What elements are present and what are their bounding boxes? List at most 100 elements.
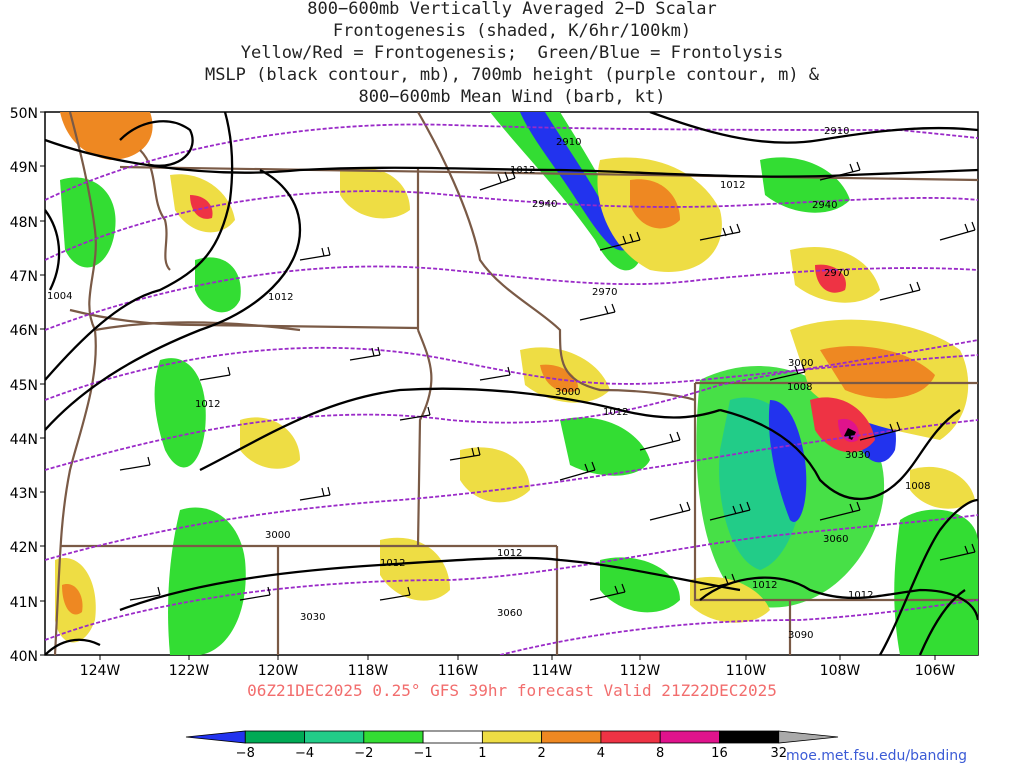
mslp-label: 1004 — [47, 291, 72, 302]
height-contour-3000-b — [45, 339, 978, 471]
us-canada-border — [119, 165, 978, 182]
height-contour-3090 — [499, 599, 978, 655]
mslp-label: 1008 — [787, 382, 812, 393]
credit-link[interactable]: moe.met.fsu.edu/banding — [786, 748, 967, 764]
height-contour-3060 — [45, 514, 978, 641]
longitude-axis: 124W 122W 120W 118W 116W 114W 112W 110W … — [80, 663, 956, 679]
frontolysis-green-west-3 — [60, 177, 116, 268]
colorbar-swatch — [778, 730, 839, 744]
latitude-ticks — [40, 111, 45, 656]
mslp-label: 1012 — [195, 399, 220, 410]
frontolysis-green-ne — [760, 157, 850, 213]
wind-barb — [299, 486, 331, 501]
colorbar-label: 1 — [478, 746, 486, 761]
wind-barb — [449, 446, 481, 461]
wind-barb — [769, 363, 806, 381]
colorbar-label: −8 — [236, 746, 255, 761]
frontolysis-green-west-1 — [154, 358, 206, 468]
height-contour-2970 — [45, 265, 978, 331]
height-contour-3030 — [45, 419, 978, 561]
mslp-contour-1008-east — [719, 408, 961, 501]
height-contour-2940 — [45, 190, 978, 261]
colorbar-label: −1 — [414, 746, 433, 761]
title-line-4: MSLP (black contour, mb), 700mb height (… — [204, 65, 820, 85]
colorbar-label: −2 — [354, 746, 373, 761]
frontogenesis-orange-east — [820, 346, 935, 399]
mslp-contour-low-west — [119, 120, 194, 167]
latitude-axis: 50N 49N 48N 47N 46N 45N 44N 43N 42N 41N … — [10, 106, 38, 665]
height-label: 3030 — [845, 450, 870, 461]
frontogenesis-shading — [55, 112, 978, 655]
height-label: 3090 — [788, 630, 813, 641]
mslp-label: 1012 — [497, 548, 522, 559]
height-label: 2970 — [592, 287, 617, 298]
height-label: 3000 — [555, 387, 580, 398]
mslp-label: 1012 — [848, 590, 873, 601]
longitude-ticks — [99, 655, 936, 660]
mslp-contour-1012-ne — [649, 112, 978, 144]
wind-barbs — [119, 161, 976, 601]
height-contours — [45, 123, 978, 655]
wind-barb — [699, 573, 736, 591]
lat-label: 43N — [10, 486, 38, 502]
frontogenesis-band-nw — [60, 112, 153, 160]
frontolysis-green-mid-2 — [600, 557, 680, 613]
mslp-label: 1008 — [905, 481, 930, 492]
mslp-contours — [45, 112, 978, 655]
mslp-contour-1012-sw — [45, 638, 101, 655]
lat-label: 40N — [10, 649, 38, 665]
colorbar: −8 −4 −2 −1 1 2 4 8 16 32 — [185, 730, 839, 761]
colorbar-label: 32 — [770, 746, 787, 761]
colorbar-swatch — [304, 730, 365, 744]
mslp-contour-1012-south — [119, 556, 741, 612]
idaho-east-border — [416, 329, 433, 547]
mslp-contour-1012-west — [45, 168, 302, 431]
wind-barb — [879, 281, 921, 301]
colorbar-label: 8 — [656, 746, 664, 761]
wind-barb — [859, 421, 901, 441]
lat-label: 45N — [10, 378, 38, 394]
wind-barb — [579, 303, 616, 321]
oregon-washington-border — [69, 308, 419, 330]
lon-label: 122W — [169, 663, 210, 679]
lon-label: 106W — [915, 663, 956, 679]
lat-label: 46N — [10, 323, 38, 339]
wind-barb — [819, 161, 861, 181]
wind-barb — [479, 169, 516, 191]
frontogenesis-band-nc — [340, 167, 410, 219]
wyoming-border — [693, 381, 978, 602]
colorbar-label: −4 — [295, 746, 314, 761]
colorbar-swatch — [481, 730, 543, 744]
frontogenesis-red-ne — [815, 264, 846, 293]
lat-label: 47N — [10, 269, 38, 285]
colorbar-swatch — [363, 730, 424, 744]
title-line-3: Yellow/Red = Frontogenesis; Green/Blue =… — [240, 43, 784, 63]
frontolysis-green-west-4 — [195, 257, 241, 313]
height-label: 2910 — [824, 126, 849, 137]
mslp-label: 1012 — [603, 407, 628, 418]
lat-label: 44N — [10, 432, 38, 448]
height-label: 3000 — [788, 358, 813, 369]
run-info: 06Z21DEC2025 0.25° GFS 39hr forecast Val… — [247, 681, 777, 700]
wind-barb — [349, 346, 381, 361]
colorbar-label: 2 — [537, 746, 545, 761]
height-contour-3000 — [45, 346, 978, 401]
wind-barb — [649, 501, 691, 521]
mslp-label: 1012 — [268, 292, 293, 303]
title-line-2: Frontogenesis (shaded, K/6hr/100km) — [332, 21, 692, 41]
columbia-river — [94, 321, 301, 332]
puget-sound — [139, 149, 171, 271]
wind-barb — [379, 586, 411, 601]
wind-barb — [589, 583, 626, 601]
lon-label: 110W — [726, 663, 767, 679]
mslp-contour-1012-east — [699, 576, 978, 621]
mslp-contour-1008-se — [918, 589, 966, 655]
lon-label: 118W — [348, 663, 389, 679]
frontolysis-blue-east — [768, 400, 807, 522]
colorbar-swatch — [719, 730, 780, 744]
frontogenesis-band-sw — [380, 537, 450, 601]
wind-barb — [199, 366, 231, 381]
frontogenesis-orange-ne — [630, 179, 680, 229]
frontogenesis-band-wc — [240, 417, 300, 469]
pacific-coastline — [53, 112, 97, 655]
